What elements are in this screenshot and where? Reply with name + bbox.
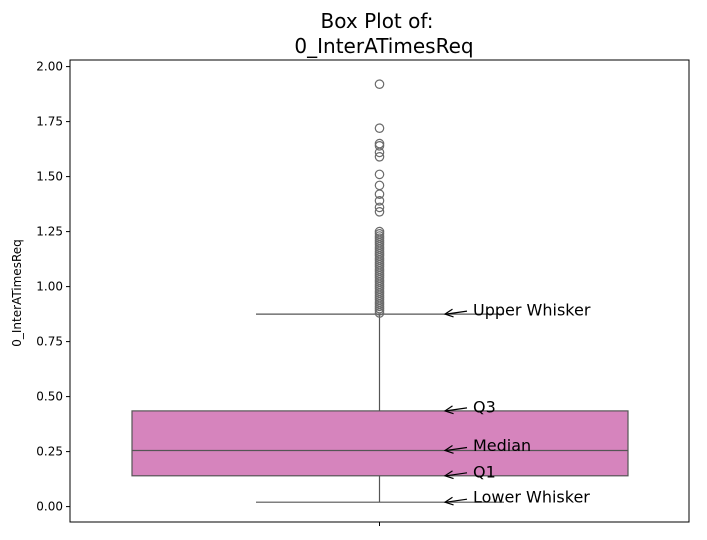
annotation-arrow [445, 310, 468, 315]
outlier-point [374, 152, 385, 162]
outlier-point [374, 308, 385, 318]
annotation-label: Lower Whisker [473, 488, 590, 507]
annotation-arrowhead [443, 445, 454, 454]
annotation-arrow [445, 446, 468, 452]
annotation-label: Upper Whisker [473, 301, 591, 320]
plot-area: 0.00 0.25 0.50 0.75 1.00 1.25 1.50 1.75 2.00 Uppe… [36, 59, 690, 526]
annotation-arrowhead [443, 308, 454, 318]
iqr-box [131, 410, 629, 477]
y-tick-label: 0.50 [36, 390, 63, 404]
outlier-point [374, 123, 385, 133]
y-tick-label: 1.75 [36, 115, 63, 129]
chart-title-line2: 0_InterATimesReq [294, 34, 473, 58]
y-tick-label: 0.75 [36, 335, 63, 349]
annotation-label: Q1 [473, 462, 496, 481]
outlier-point [374, 79, 385, 89]
outlier-point [374, 180, 385, 191]
y-tick-label: 1.00 [36, 280, 63, 294]
annotation-arrow [445, 472, 468, 477]
annotation-arrowhead [443, 405, 454, 415]
annotation-label: Median [473, 436, 531, 455]
outlier-point [374, 189, 385, 199]
outlier-point [374, 202, 385, 213]
y-tick-label: 0.25 [36, 445, 63, 459]
outlier-point [374, 207, 385, 217]
outlier-point [374, 196, 385, 206]
outlier-point [374, 141, 385, 151]
annotation-arrow [445, 498, 468, 503]
y-tick-label: 1.25 [36, 225, 63, 239]
outlier-point [374, 169, 385, 180]
annotation-arrowhead [443, 470, 454, 480]
annotation-arrow [445, 407, 468, 412]
y-tick-label: 1.50 [36, 170, 63, 184]
annotation-label: Q3 [473, 398, 496, 417]
y-axis-label: 0_InterATimesReq [10, 239, 24, 347]
y-tick-label: 0.00 [36, 500, 63, 514]
annotation-arrowhead [443, 496, 454, 506]
y-tick-label: 2.00 [36, 60, 63, 74]
chart-title-line1: Box Plot of: [321, 9, 434, 33]
outlier-point [374, 147, 385, 158]
